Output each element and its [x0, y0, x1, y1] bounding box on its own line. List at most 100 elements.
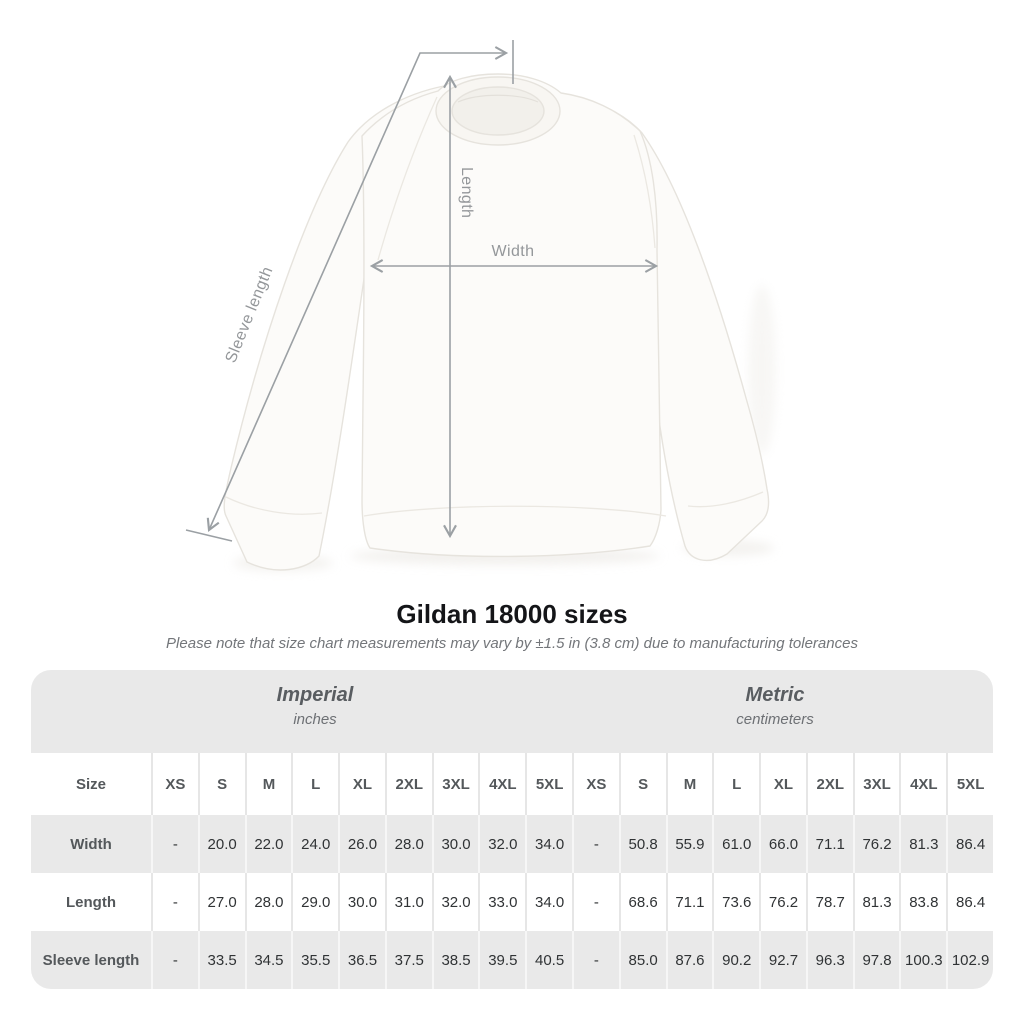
size-value-cell: 87.6 — [665, 931, 713, 989]
size-value-cell: 20.0 — [197, 815, 245, 873]
size-value-cell: 92.7 — [759, 931, 806, 989]
size-value-cell: 73.6 — [712, 873, 759, 931]
imperial-size-header: L — [291, 753, 338, 815]
metric-size-header: 5XL — [946, 753, 993, 815]
size-header-row: Size XS S M L XL 2XL 3XL 4XL 5XL XS S M … — [31, 753, 993, 815]
sleeve-length-row: Sleeve length - 33.5 34.5 35.5 36.5 37.5… — [31, 931, 993, 989]
size-value-cell: 102.9 — [946, 931, 993, 989]
size-value-cell: - — [151, 873, 198, 931]
size-value-cell: 71.1 — [665, 873, 713, 931]
imperial-size-header: 4XL — [478, 753, 525, 815]
size-value-cell: 85.0 — [618, 931, 666, 989]
width-measurement-label: Width — [491, 243, 535, 260]
sweatshirt-illustration — [223, 73, 770, 571]
size-value-cell: 61.0 — [712, 815, 759, 873]
product-figure: Length Width Sleeve length — [185, 40, 776, 571]
size-value-cell: 32.0 — [431, 873, 479, 931]
size-value-cell: 27.0 — [197, 873, 245, 931]
row-label: Length — [66, 893, 116, 911]
size-value-cell: 34.0 — [525, 815, 572, 873]
imperial-size-header: XL — [338, 753, 385, 815]
imperial-size-header: 5XL — [525, 753, 572, 815]
size-value-cell: 29.0 — [291, 873, 338, 931]
imperial-label: Imperial — [276, 684, 354, 706]
size-column-header: Size — [75, 775, 106, 793]
row-label: Width — [70, 835, 112, 853]
size-value-cell: 28.0 — [244, 873, 292, 931]
sleeve-length-arrow — [206, 46, 509, 532]
length-measurement-label: Length — [458, 167, 475, 219]
sweatshirt-diagram — [185, 40, 776, 571]
size-value-cell: 71.1 — [805, 815, 853, 873]
size-value-cell: 37.5 — [384, 931, 432, 989]
size-value-cell: 50.8 — [618, 815, 666, 873]
metric-size-header: 3XL — [852, 753, 900, 815]
size-value-cell: 32.0 — [478, 815, 525, 873]
size-value-cell: 33.5 — [197, 931, 245, 989]
size-value-cell: 24.0 — [291, 815, 338, 873]
size-value-cell: - — [572, 873, 619, 931]
metric-size-header: S — [618, 753, 666, 815]
size-table: Imperial inches Metric centimeters Size … — [31, 670, 993, 989]
sleeve-cuff-tick — [185, 529, 233, 542]
metric-size-header: XL — [759, 753, 806, 815]
imperial-size-header: S — [197, 753, 245, 815]
size-value-cell: 83.8 — [899, 873, 946, 931]
size-value-cell: 34.0 — [525, 873, 572, 931]
page-title: Gildan 18000 sizes — [396, 599, 628, 629]
imperial-size-header: XS — [151, 753, 198, 815]
size-value-cell: 34.5 — [244, 931, 292, 989]
metric-size-header: 4XL — [899, 753, 946, 815]
size-value-cell: 76.2 — [759, 873, 806, 931]
imperial-size-header: M — [244, 753, 292, 815]
metric-unit-label: centimeters — [736, 711, 814, 728]
size-value-cell: - — [572, 815, 619, 873]
size-value-cell: 100.3 — [899, 931, 946, 989]
metric-label: Metric — [745, 684, 805, 706]
size-value-cell: 33.0 — [478, 873, 525, 931]
size-value-cell: 38.5 — [431, 931, 479, 989]
metric-size-header: XS — [572, 753, 619, 815]
size-value-cell: - — [572, 931, 619, 989]
size-value-cell: 66.0 — [759, 815, 806, 873]
row-label: Sleeve length — [42, 951, 140, 969]
size-value-cell: 31.0 — [384, 873, 432, 931]
metric-size-header: M — [665, 753, 713, 815]
width-row: Width - 20.0 22.0 24.0 26.0 28.0 30.0 32… — [31, 815, 993, 873]
size-value-cell: 90.2 — [712, 931, 759, 989]
unit-group-header: Imperial inches Metric centimeters — [31, 670, 993, 753]
metric-size-header: 2XL — [805, 753, 853, 815]
size-value-cell: 22.0 — [244, 815, 292, 873]
imperial-size-header: 3XL — [431, 753, 479, 815]
size-value-cell: 86.4 — [946, 873, 993, 931]
metric-size-header: L — [712, 753, 759, 815]
size-value-cell: 97.8 — [852, 931, 900, 989]
size-value-cell: 68.6 — [618, 873, 666, 931]
length-row: Length - 27.0 28.0 29.0 30.0 31.0 32.0 3… — [31, 873, 993, 931]
size-value-cell: 35.5 — [291, 931, 338, 989]
imperial-size-header: 2XL — [384, 753, 432, 815]
measurement-arrows — [185, 40, 659, 542]
size-value-cell: 78.7 — [805, 873, 853, 931]
size-value-cell: 86.4 — [946, 815, 993, 873]
collar — [435, 76, 561, 146]
size-value-cell: 39.5 — [478, 931, 525, 989]
unit-group-metric: Metric centimeters — [736, 684, 814, 728]
size-value-cell: 28.0 — [384, 815, 432, 873]
size-value-cell: 81.3 — [899, 815, 946, 873]
tolerance-note: Please note that size chart measurements… — [166, 635, 858, 652]
size-value-cell: 76.2 — [852, 815, 900, 873]
size-value-cell: 36.5 — [338, 931, 385, 989]
size-value-cell: 96.3 — [805, 931, 853, 989]
imperial-unit-label: inches — [293, 711, 337, 728]
size-value-cell: 40.5 — [525, 931, 572, 989]
body-panel — [361, 73, 662, 558]
size-value-cell: 30.0 — [338, 873, 385, 931]
size-value-cell: - — [151, 815, 198, 873]
size-value-cell: 26.0 — [338, 815, 385, 873]
size-value-cell: 55.9 — [665, 815, 713, 873]
size-value-cell: 30.0 — [431, 815, 479, 873]
size-value-cell: - — [151, 931, 198, 989]
size-value-cell: 81.3 — [852, 873, 900, 931]
